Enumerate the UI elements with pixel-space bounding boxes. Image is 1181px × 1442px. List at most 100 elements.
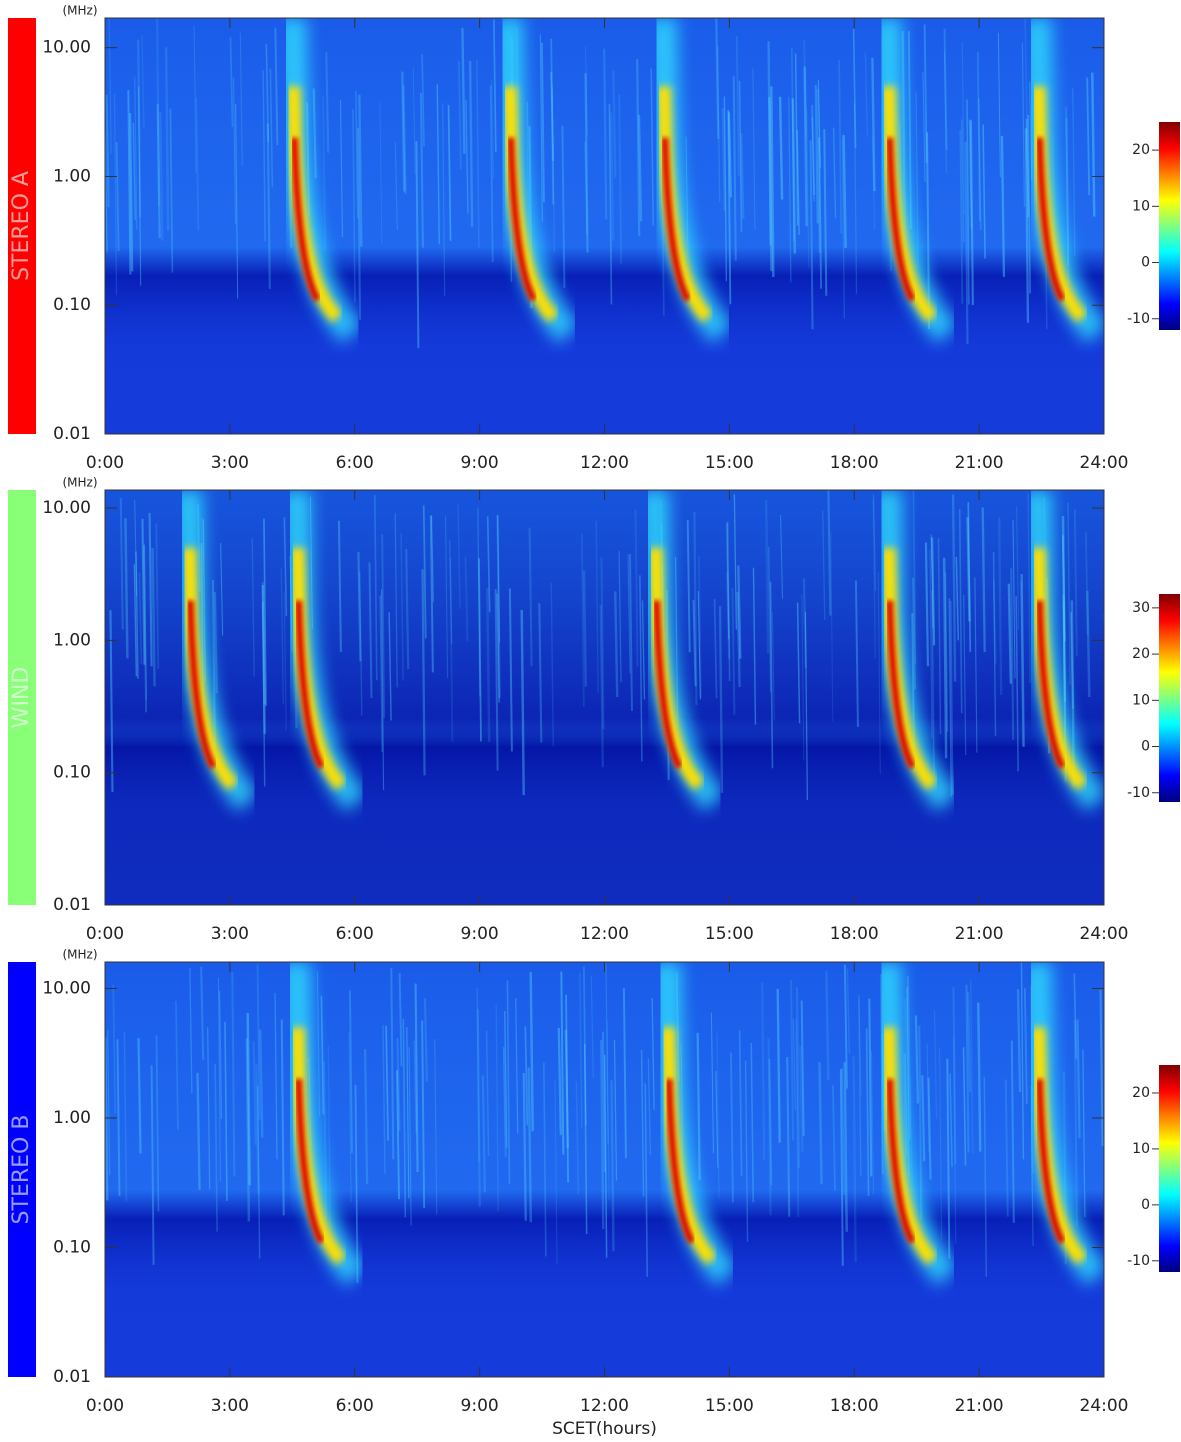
streak bbox=[508, 588, 513, 752]
streak bbox=[718, 606, 724, 793]
streak bbox=[524, 1026, 529, 1126]
streak bbox=[1016, 989, 1022, 1093]
colorbar-tick-label: 0 bbox=[1141, 739, 1150, 755]
colorbar-tick-label: 10 bbox=[1132, 692, 1150, 708]
streak bbox=[811, 116, 815, 202]
instrument-label: STEREO A bbox=[9, 171, 34, 281]
streak bbox=[716, 1032, 720, 1198]
x-tick-label: 24:00 bbox=[1080, 1396, 1129, 1416]
streak bbox=[852, 28, 857, 149]
streak bbox=[814, 84, 819, 224]
streak bbox=[1016, 506, 1020, 631]
streak bbox=[497, 514, 501, 643]
streak bbox=[790, 980, 795, 1141]
streak bbox=[953, 1036, 957, 1244]
streak bbox=[966, 99, 970, 305]
streak bbox=[1099, 989, 1104, 1147]
burst bbox=[873, 962, 958, 1286]
streak bbox=[422, 505, 427, 639]
colorbar-tick-label: 30 bbox=[1132, 600, 1150, 616]
y-tick-label: 0.01 bbox=[53, 424, 91, 444]
x-tick-label: 12:00 bbox=[580, 924, 629, 944]
streak bbox=[312, 88, 317, 179]
streak bbox=[477, 507, 481, 697]
streak bbox=[252, 1041, 257, 1145]
streak bbox=[852, 1056, 857, 1263]
streak bbox=[960, 119, 965, 243]
colorbar-tick-label: -10 bbox=[1127, 311, 1150, 327]
streak bbox=[561, 125, 566, 289]
streak bbox=[398, 972, 403, 1067]
instrument-bar bbox=[8, 18, 36, 434]
streak bbox=[912, 490, 917, 665]
streak bbox=[135, 551, 139, 679]
streak bbox=[266, 123, 271, 289]
streak bbox=[791, 47, 795, 241]
x-tick-label: 3:00 bbox=[211, 453, 249, 473]
streak bbox=[974, 577, 978, 753]
streak bbox=[817, 80, 821, 168]
streak bbox=[355, 91, 359, 219]
streak bbox=[992, 552, 997, 737]
burst-core bbox=[1035, 137, 1066, 302]
streak bbox=[1073, 509, 1078, 657]
streak bbox=[229, 37, 234, 128]
x-tick-label: 24:00 bbox=[1080, 924, 1129, 944]
background-shade bbox=[105, 490, 1104, 905]
streak bbox=[141, 518, 146, 665]
colorbar bbox=[1159, 122, 1180, 330]
streak bbox=[737, 565, 742, 659]
streak bbox=[582, 570, 588, 687]
streak bbox=[937, 538, 942, 734]
streak bbox=[175, 1000, 179, 1130]
streak bbox=[358, 94, 363, 247]
streak bbox=[838, 59, 842, 234]
background-shade bbox=[105, 18, 1104, 434]
burst bbox=[1023, 18, 1104, 344]
streak bbox=[977, 51, 981, 221]
streak bbox=[752, 567, 757, 725]
streak bbox=[402, 85, 407, 195]
streak bbox=[442, 103, 446, 296]
streak bbox=[998, 517, 1003, 695]
streak bbox=[584, 142, 588, 235]
streak bbox=[961, 41, 965, 215]
streak bbox=[601, 1031, 606, 1173]
axes bbox=[104, 489, 1105, 906]
panel: STEREO A 0:00 3:00 6:00 9:00 12:00 15:00 18:00 2… bbox=[8, 4, 1180, 473]
streak bbox=[421, 1020, 426, 1208]
streak bbox=[622, 988, 627, 1158]
streak bbox=[1086, 77, 1091, 196]
y-tick-label: 10.00 bbox=[42, 978, 91, 998]
burst bbox=[174, 490, 259, 812]
streak bbox=[151, 548, 156, 687]
streak bbox=[550, 38, 555, 205]
streak bbox=[515, 998, 519, 1134]
streak bbox=[639, 575, 643, 762]
colorbar-tick-label: 0 bbox=[1141, 255, 1150, 271]
streak bbox=[134, 500, 138, 596]
streak bbox=[907, 31, 912, 230]
streak bbox=[1020, 581, 1025, 746]
burst-core bbox=[186, 600, 217, 769]
streak bbox=[436, 84, 440, 245]
streak bbox=[858, 995, 862, 1177]
streak bbox=[560, 971, 565, 1155]
x-tick-label: 3:00 bbox=[211, 924, 249, 944]
streak bbox=[337, 520, 342, 652]
streak bbox=[841, 137, 845, 319]
x-tick-label: 18:00 bbox=[830, 924, 879, 944]
streak bbox=[823, 129, 828, 296]
streak bbox=[599, 604, 604, 768]
burst-core bbox=[294, 600, 325, 769]
y-tick-label: 1.00 bbox=[53, 630, 91, 650]
streak bbox=[951, 494, 957, 682]
instrument-label: STEREO B bbox=[9, 1115, 34, 1225]
streak bbox=[809, 140, 814, 330]
streak bbox=[914, 1015, 920, 1104]
streak bbox=[767, 1038, 772, 1216]
streak bbox=[421, 54, 425, 147]
streak bbox=[827, 490, 832, 616]
streak bbox=[804, 611, 809, 800]
streak bbox=[1021, 42, 1026, 207]
